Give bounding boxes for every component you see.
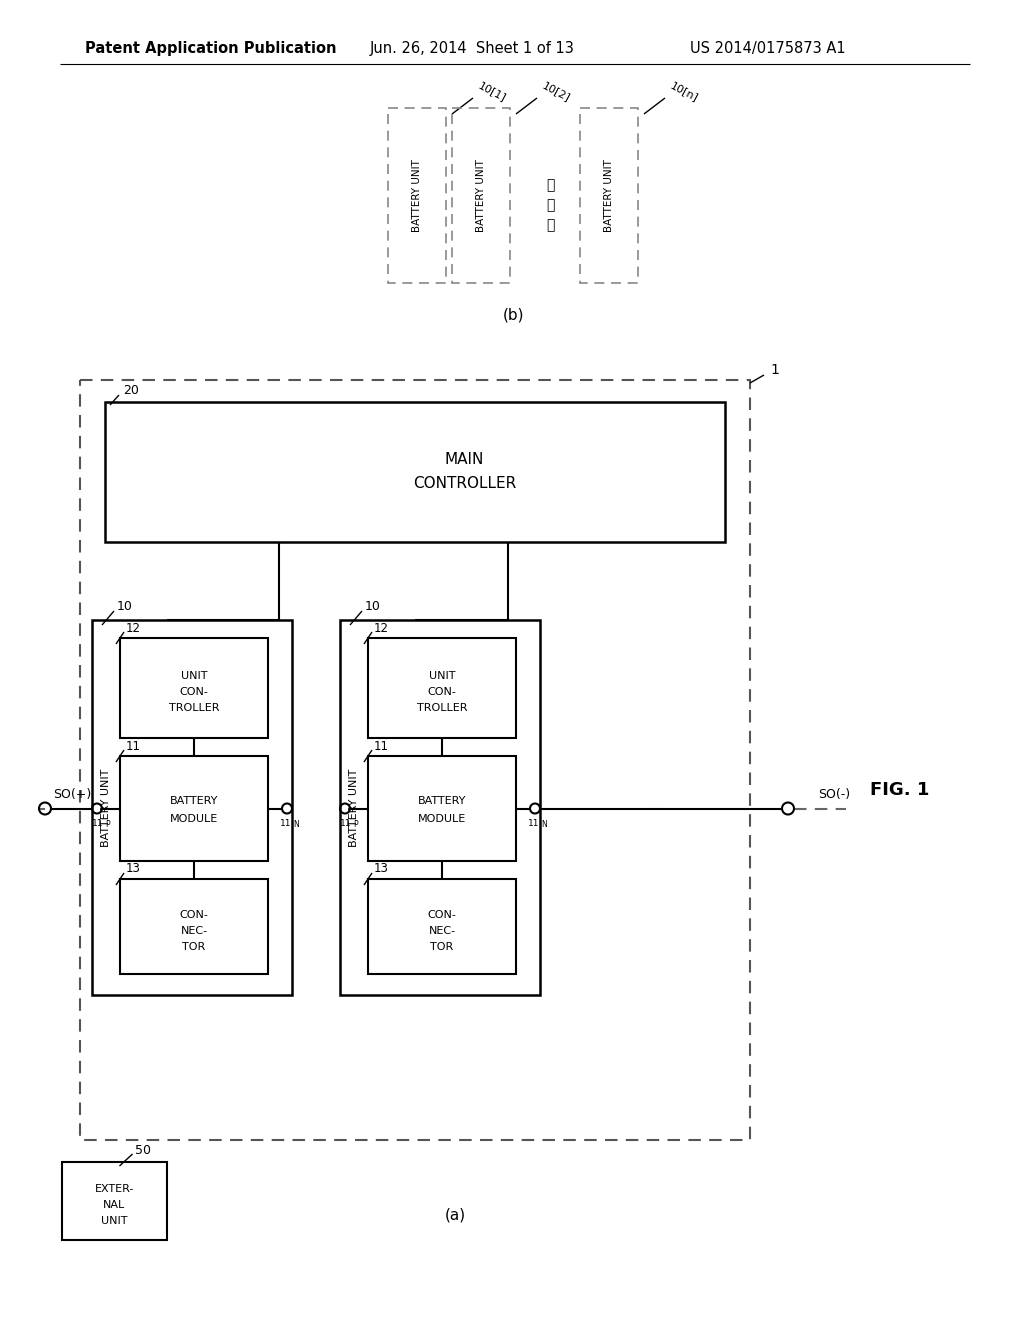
Text: BATTERY UNIT: BATTERY UNIT <box>412 160 422 232</box>
Text: FIG. 1: FIG. 1 <box>870 781 930 799</box>
Text: MODULE: MODULE <box>170 813 218 824</box>
Bar <box>62 1162 167 1239</box>
Text: 10[1]: 10[1] <box>477 81 508 103</box>
Text: UNIT: UNIT <box>429 671 456 681</box>
Text: 13: 13 <box>126 862 141 875</box>
Text: P: P <box>105 820 110 829</box>
Bar <box>340 620 540 995</box>
Text: 11: 11 <box>281 818 292 828</box>
Bar <box>580 108 638 282</box>
Text: UNIT: UNIT <box>101 1216 128 1226</box>
Bar <box>452 108 510 282</box>
Text: 12: 12 <box>126 622 141 635</box>
Text: CONTROLLER: CONTROLLER <box>413 477 516 491</box>
Text: 10: 10 <box>365 599 381 612</box>
Text: TROLLER: TROLLER <box>417 704 467 713</box>
Text: 10[n]: 10[n] <box>669 81 700 103</box>
Text: (b): (b) <box>502 308 523 322</box>
Text: NAL: NAL <box>103 1200 126 1210</box>
Text: BATTERY UNIT: BATTERY UNIT <box>604 160 614 232</box>
Text: EXTER-: EXTER- <box>95 1184 134 1195</box>
Text: 1: 1 <box>770 363 779 378</box>
Text: 11: 11 <box>92 818 103 828</box>
Bar <box>105 403 725 543</box>
Text: TOR: TOR <box>182 941 206 952</box>
Text: 11: 11 <box>528 818 540 828</box>
Text: 20: 20 <box>123 384 139 396</box>
Text: 12: 12 <box>374 622 389 635</box>
Bar <box>92 620 292 995</box>
Text: CON-: CON- <box>179 909 209 920</box>
Text: CON-: CON- <box>428 686 457 697</box>
Text: SO(-): SO(-) <box>818 788 850 801</box>
Text: SO(+): SO(+) <box>53 788 91 801</box>
Text: BATTERY: BATTERY <box>170 796 218 805</box>
Bar <box>388 108 446 282</box>
Text: 13: 13 <box>374 862 389 875</box>
Text: MAIN: MAIN <box>444 453 484 467</box>
Text: N: N <box>293 820 299 829</box>
Text: BATTERY UNIT: BATTERY UNIT <box>476 160 486 232</box>
Text: US 2014/0175873 A1: US 2014/0175873 A1 <box>690 41 846 55</box>
Bar <box>120 756 268 861</box>
Text: TOR: TOR <box>430 941 454 952</box>
Text: NEC-: NEC- <box>428 925 456 936</box>
Text: 11: 11 <box>126 739 141 752</box>
Bar <box>120 638 268 738</box>
Bar <box>368 756 516 861</box>
Text: MODULE: MODULE <box>418 813 466 824</box>
Text: 10: 10 <box>117 599 133 612</box>
Bar <box>80 380 750 1140</box>
Text: NEC-: NEC- <box>180 925 208 936</box>
Text: 11: 11 <box>374 739 389 752</box>
Text: CON-: CON- <box>428 909 457 920</box>
Bar <box>368 638 516 738</box>
Text: ・: ・ <box>546 178 554 193</box>
Text: UNIT: UNIT <box>181 671 207 681</box>
Text: TROLLER: TROLLER <box>169 704 219 713</box>
Text: Jun. 26, 2014  Sheet 1 of 13: Jun. 26, 2014 Sheet 1 of 13 <box>370 41 574 55</box>
Text: N: N <box>541 820 547 829</box>
Text: BATTERY UNIT: BATTERY UNIT <box>101 768 111 846</box>
Text: - -: - - <box>648 801 664 816</box>
Text: CON-: CON- <box>179 686 209 697</box>
Text: P: P <box>353 820 357 829</box>
Bar <box>368 879 516 974</box>
Text: BATTERY: BATTERY <box>418 796 466 805</box>
Text: ・: ・ <box>546 198 554 213</box>
Text: 50: 50 <box>134 1143 151 1156</box>
Bar <box>120 879 268 974</box>
Text: (a): (a) <box>444 1208 466 1222</box>
Text: Patent Application Publication: Patent Application Publication <box>85 41 337 55</box>
Text: ・: ・ <box>546 219 554 232</box>
Text: BATTERY UNIT: BATTERY UNIT <box>349 768 359 846</box>
Text: 11: 11 <box>340 818 352 828</box>
Text: 10[2]: 10[2] <box>541 81 572 103</box>
